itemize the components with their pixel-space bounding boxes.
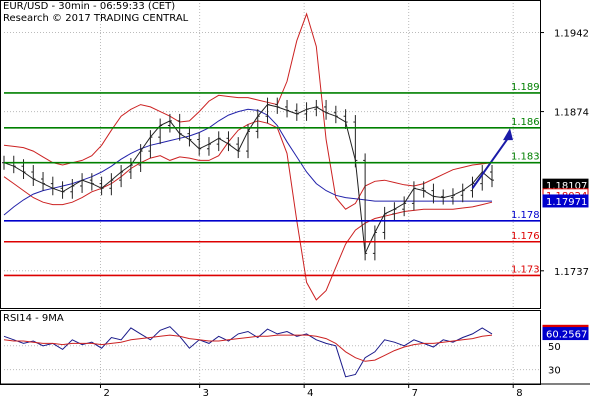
rsi-title: RSI14 - 9MA xyxy=(3,313,64,324)
price-tick-label: 1.1737 xyxy=(554,267,589,278)
rsi-value-tag: 60.2567 xyxy=(546,330,587,341)
rsi-tick-label: 50 xyxy=(548,342,561,353)
forecast-arrow-head xyxy=(503,128,513,141)
chart-copyright: Research © 2017 TRADING CENTRAL xyxy=(3,13,189,24)
price-gridlines xyxy=(4,0,540,308)
x-tick-label: 7 xyxy=(412,388,418,399)
price-tick-label: 1.1874 xyxy=(554,108,589,119)
x-tick-label: 3 xyxy=(203,388,209,399)
level-label: 1.189 xyxy=(511,82,540,93)
x-tick-label: 2 xyxy=(103,388,109,399)
level-lines: 1.189 1.186 1.183 1.178 1.176 1.173 xyxy=(4,82,540,277)
rsi-value-tag-box xyxy=(542,327,589,341)
price-value-tag-box xyxy=(542,194,589,208)
price-panel-frame xyxy=(0,0,541,309)
price-value-tag: 1.18107 xyxy=(546,181,587,192)
x-tick-label: 4 xyxy=(307,388,313,399)
level-label: 1.176 xyxy=(511,231,540,242)
rsi-tick-label: 30 xyxy=(548,366,561,377)
price-value-tag: 1.17971 xyxy=(546,197,587,208)
moving-average-line xyxy=(3,108,492,216)
chart-title: EUR/USD - 30min - 06:59:33 (CET) xyxy=(3,1,176,12)
price-close-line xyxy=(3,104,493,256)
bollinger-upper-line xyxy=(3,12,493,210)
level-label: 1.178 xyxy=(511,210,540,221)
price-tick-label: 1.1942 xyxy=(554,29,589,40)
rsi-gridlines xyxy=(4,310,540,384)
rsi-ma-line xyxy=(3,334,493,362)
series-layer xyxy=(2,12,513,378)
level-label: 1.183 xyxy=(511,152,540,163)
level-label: 1.173 xyxy=(511,264,540,275)
x-tick-label: 8 xyxy=(516,388,522,399)
level-label: 1.186 xyxy=(511,117,540,128)
rsi-panel-frame xyxy=(0,310,541,385)
